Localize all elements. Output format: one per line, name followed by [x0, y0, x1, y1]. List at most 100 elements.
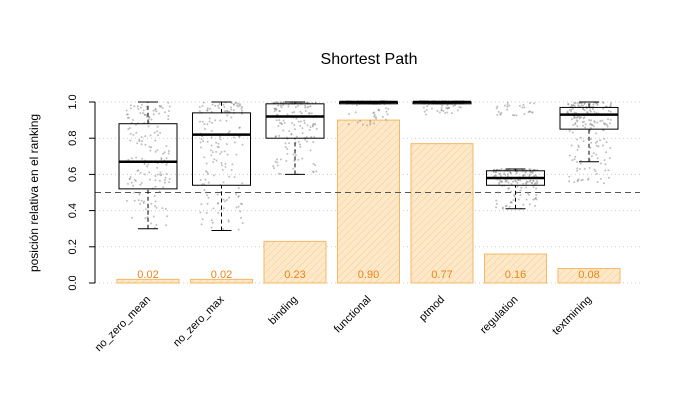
data-point — [517, 198, 520, 201]
data-point — [297, 140, 300, 143]
data-point — [134, 123, 137, 126]
data-point — [577, 104, 580, 107]
data-point — [138, 193, 141, 196]
outlier-point — [375, 117, 378, 120]
data-point — [211, 121, 214, 124]
box — [559, 106, 619, 130]
data-point — [136, 169, 139, 172]
outlier-point — [503, 104, 506, 107]
data-point — [609, 105, 612, 108]
data-point — [512, 199, 515, 202]
data-point — [525, 198, 528, 201]
data-point — [224, 165, 227, 168]
data-point — [571, 107, 574, 110]
data-point — [159, 171, 162, 174]
data-point — [150, 146, 153, 149]
data-point — [570, 110, 573, 113]
data-point — [532, 179, 535, 182]
data-point — [215, 150, 218, 153]
data-point — [129, 107, 132, 110]
outlier-point — [424, 113, 427, 116]
bar-value-label: 0.16 — [505, 269, 526, 281]
data-point — [223, 106, 226, 109]
data-point — [215, 159, 218, 162]
data-point — [238, 104, 241, 107]
data-point — [128, 178, 131, 181]
data-point — [519, 194, 522, 197]
outlier-point — [373, 122, 376, 125]
data-point — [511, 180, 514, 183]
outlier-point — [588, 167, 591, 170]
outlier-point — [374, 116, 377, 119]
data-point — [297, 120, 300, 123]
data-point — [290, 133, 293, 136]
data-point — [304, 106, 307, 109]
outlier-point — [366, 124, 369, 127]
data-point — [531, 182, 534, 185]
y-tick-label: 0.4 — [67, 203, 79, 218]
data-point — [162, 186, 165, 189]
data-point — [129, 132, 132, 135]
data-point — [582, 140, 585, 143]
outlier-point — [600, 177, 603, 180]
data-point — [582, 117, 585, 120]
data-point — [214, 119, 217, 122]
data-point — [301, 131, 304, 134]
data-point — [167, 118, 170, 121]
data-point — [156, 149, 159, 152]
data-point — [160, 157, 163, 160]
data-point — [306, 124, 309, 127]
data-point — [212, 174, 215, 177]
data-point — [132, 184, 135, 187]
data-point — [220, 164, 223, 167]
data-point — [576, 138, 579, 141]
data-point — [150, 118, 153, 121]
data-point — [133, 199, 136, 202]
outlier-point — [568, 180, 571, 183]
data-point — [198, 106, 201, 109]
data-point — [164, 179, 167, 182]
data-point — [147, 125, 150, 128]
data-point — [504, 173, 507, 176]
category-label: binding — [267, 294, 301, 328]
data-point — [217, 211, 220, 214]
data-point — [609, 110, 612, 113]
data-point — [233, 141, 236, 144]
data-point — [590, 119, 593, 122]
data-point — [200, 138, 203, 141]
data-point — [198, 110, 201, 113]
data-point — [589, 129, 592, 132]
y-tick-label: 0.6 — [67, 167, 79, 182]
data-point — [508, 205, 511, 208]
outlier-point — [576, 169, 579, 172]
data-point — [499, 175, 502, 178]
box — [265, 103, 325, 139]
data-point — [152, 215, 155, 218]
data-point — [605, 123, 608, 126]
data-point — [210, 129, 213, 132]
data-point — [136, 105, 139, 108]
data-point — [499, 178, 502, 181]
y-axis: 0.0 0.2 0.4 0.6 0.8 1.0 — [67, 94, 96, 291]
data-point — [495, 171, 498, 174]
data-point — [534, 196, 537, 199]
outlier-point — [444, 111, 447, 114]
data-point — [141, 157, 144, 160]
data-point — [524, 171, 527, 174]
category-label: ptmod — [417, 294, 447, 324]
data-point — [309, 126, 312, 129]
data-point — [143, 200, 146, 203]
data-point — [279, 172, 282, 175]
data-point — [527, 193, 530, 196]
data-point — [276, 158, 279, 161]
data-point — [535, 187, 538, 190]
data-point — [579, 136, 582, 139]
data-point — [498, 172, 501, 175]
data-point — [199, 141, 202, 144]
data-point — [211, 103, 214, 106]
chart-title: Shortest Path — [321, 51, 418, 68]
outlier-point — [361, 123, 364, 126]
data-point — [203, 123, 206, 126]
outlier-point — [452, 105, 455, 108]
data-point — [589, 122, 592, 125]
